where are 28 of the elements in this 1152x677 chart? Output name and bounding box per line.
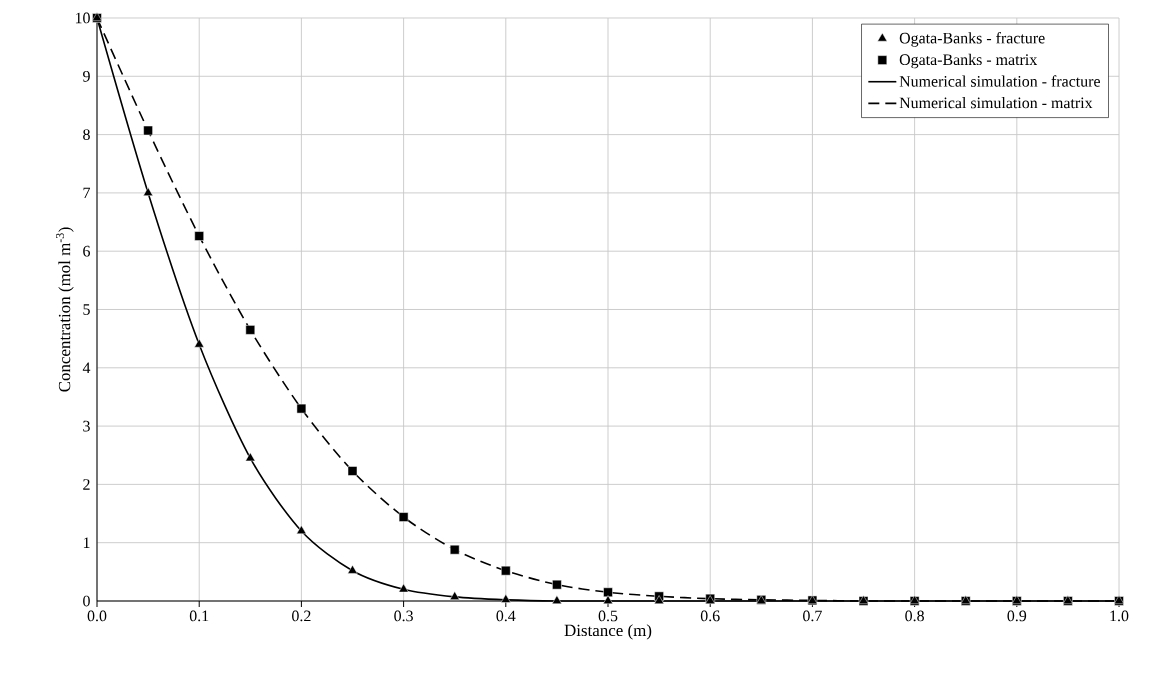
x-tick-label: 0.0 <box>87 610 107 622</box>
y-tick-label: 0 <box>83 595 90 607</box>
x-tick-label: 0.9 <box>1007 610 1027 622</box>
x-tick-label: 0.7 <box>803 610 822 622</box>
y-tick-label: 9 <box>83 70 90 82</box>
y-tick-label: 6 <box>83 245 91 257</box>
y-tick-label: 4 <box>82 362 91 374</box>
y-tick-label: 10 <box>75 12 90 24</box>
y-axis-title: Concentration (mol m$^{-3}$) <box>55 227 74 392</box>
x-tick-label: 0.3 <box>394 610 413 622</box>
y-tick-label: 2 <box>83 479 90 490</box>
x-tick-label: 0.4 <box>496 610 516 622</box>
y-tick-label: 3 <box>83 420 90 432</box>
x-tick-label: 0.6 <box>700 610 720 622</box>
y-tick-label: 1 <box>83 537 90 548</box>
legend-label: Numerical simulation - matrix <box>899 97 1093 109</box>
x-axis-title: Distance (m) <box>564 624 652 640</box>
x-tick-label: 0.5 <box>598 610 618 622</box>
legend-label: Ogata-Banks - fracture <box>899 32 1045 47</box>
y-tick-label: 7 <box>83 187 91 199</box>
legend-label: Numerical simulation - fracture <box>899 75 1100 87</box>
x-tick-label: 0.2 <box>292 610 311 622</box>
legend-label: Ogata-Banks - matrix <box>899 53 1038 69</box>
x-tick-label: 0.1 <box>189 610 209 622</box>
x-tick-label: 1.0 <box>1110 610 1129 622</box>
x-tick-label: 0.8 <box>905 610 924 622</box>
y-tick-label: 8 <box>83 129 90 140</box>
y-tick-label: 5 <box>83 304 90 315</box>
